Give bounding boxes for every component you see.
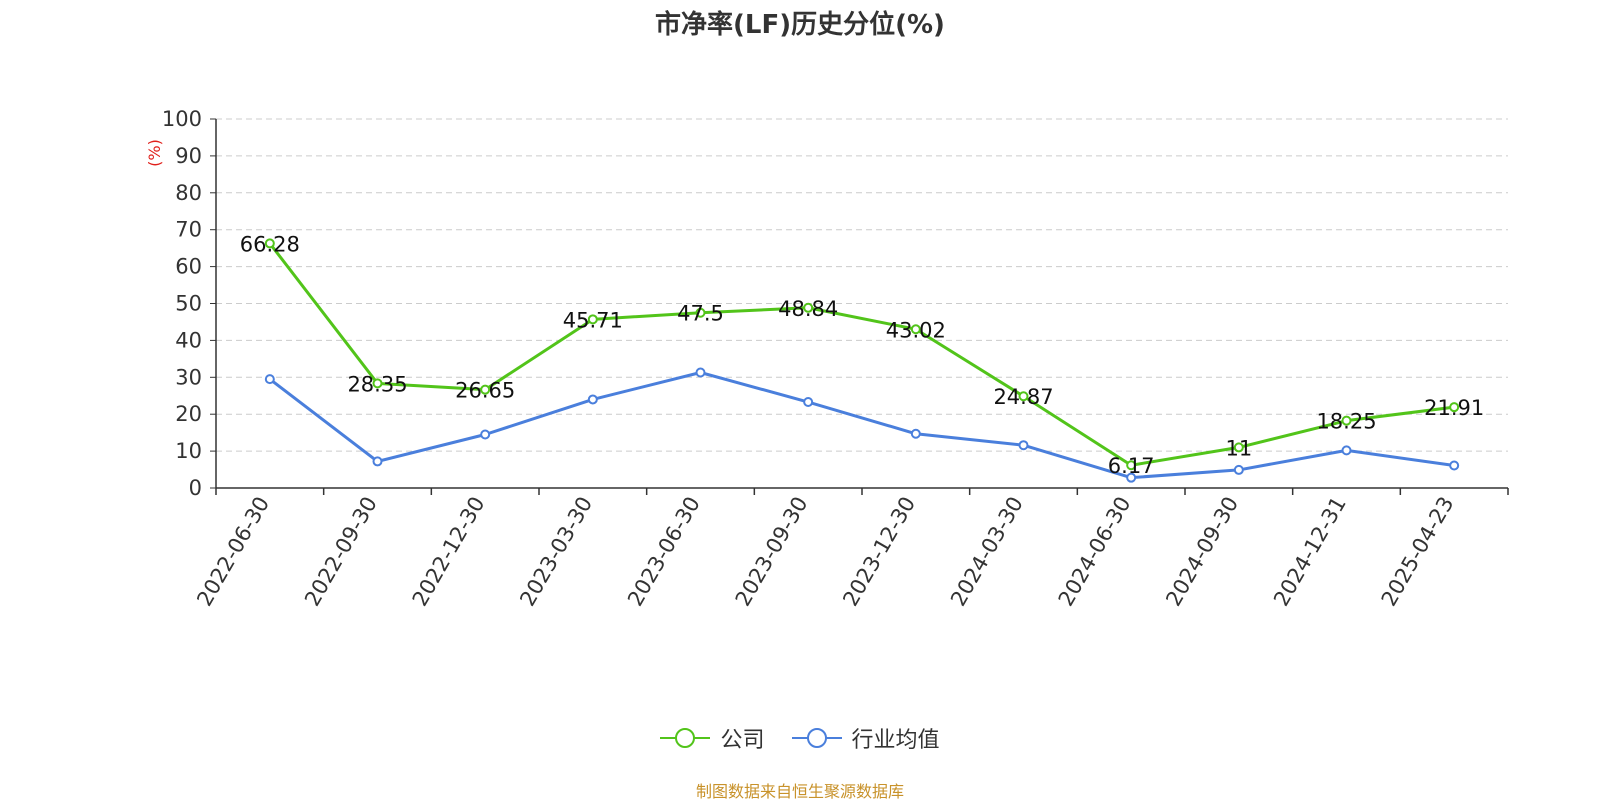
grid-lines [216,118,1508,452]
y-tick-label: 20 [175,402,202,426]
data-label: 26.65 [455,379,515,403]
data-point [1233,464,1244,475]
y-tick-label: 60 [175,255,202,279]
x-tick-label: 2022-06-30 [192,493,274,611]
x-tick-label: 2023-12-30 [838,492,920,610]
y-tick-label: 70 [175,218,202,242]
series-line-0 [268,242,1455,467]
data-point [480,429,491,440]
data-label: 45.71 [563,308,623,332]
data-label: 11 [1225,436,1252,460]
data-point [1449,460,1460,471]
legend: 公司 行业均值 [0,722,1600,756]
chart-title: 市净率(LF)历史分位(%) [655,10,945,40]
data-point [480,384,491,395]
data-label: 47.5 [677,302,724,326]
x-tick-label: 2022-12-30 [408,492,490,610]
legend-marker-industry-average [791,728,842,748]
source-text: 制图数据来自恒生聚源数据库 [695,782,904,801]
data-point [1449,402,1460,413]
data-label: 24.87 [993,385,1053,409]
data-label: 43.02 [886,318,946,342]
data-point [695,307,706,318]
y-axis-label: (%) [145,139,164,167]
y-tick-label: 50 [175,292,202,316]
data-point [695,367,706,378]
y-tick-label: 0 [189,476,202,500]
x-tick-label: 2025-04-23 [1377,493,1459,611]
series-line-1 [268,371,1455,480]
x-tick-label: 2024-06-30 [1054,493,1136,611]
data-point [1233,442,1244,453]
y-tick-label: 80 [175,181,202,205]
data-point [1126,460,1137,471]
data-point [910,428,921,439]
data-point [803,397,814,408]
x-tick-label: 2023-06-30 [623,493,705,611]
legend-label-industry-average: 行业均值 [851,728,940,753]
y-tick-label: 90 [175,144,202,168]
data-point [1018,391,1029,402]
series-lines [264,238,1460,483]
data-point [910,324,921,335]
x-tick-label: 2022-09-30 [300,493,382,611]
x-tick-label: 2024-12-31 [1269,493,1351,611]
data-labels: 66.28 28.35 26.65 45.71 47.5 48.84 43.02 24.87 6… [240,232,1484,478]
data-label: 48.84 [778,297,838,321]
y-tick-label: 10 [175,439,202,463]
data-point [1126,472,1137,483]
x-tick-label: 2023-03-30 [515,493,597,611]
data-label: 18.25 [1316,410,1376,434]
legend-marker-company [660,728,711,748]
data-point [1341,415,1352,426]
data-point [587,314,598,325]
data-label: 21.91 [1424,396,1484,420]
legend-item-company[interactable]: 公司 [660,722,765,754]
data-point [264,238,275,249]
data-point [372,378,383,389]
data-point [1018,440,1029,451]
y-tick-label: 40 [175,328,202,352]
data-label: 28.35 [347,372,407,396]
x-tick-label: 2024-03-30 [946,493,1028,611]
axes: 0 10 20 30 40 50 60 70 80 90 100 (%) 2022-06-30 2022-… [145,107,1509,611]
x-tick-label: 2023-09-30 [731,493,813,611]
y-tick-label: 100 [162,107,202,131]
x-tick-label: 2024-09-30 [1161,493,1243,611]
y-tick-label: 30 [175,365,202,389]
data-point [1341,445,1352,456]
data-label: 66.28 [240,232,300,256]
data-point [587,394,598,405]
data-point [264,374,275,385]
data-label: 6.17 [1108,454,1155,478]
legend-item-industry-average[interactable]: 行业均值 [791,722,940,754]
data-point [372,456,383,467]
legend-label-company: 公司 [720,728,765,753]
data-point [803,302,814,313]
